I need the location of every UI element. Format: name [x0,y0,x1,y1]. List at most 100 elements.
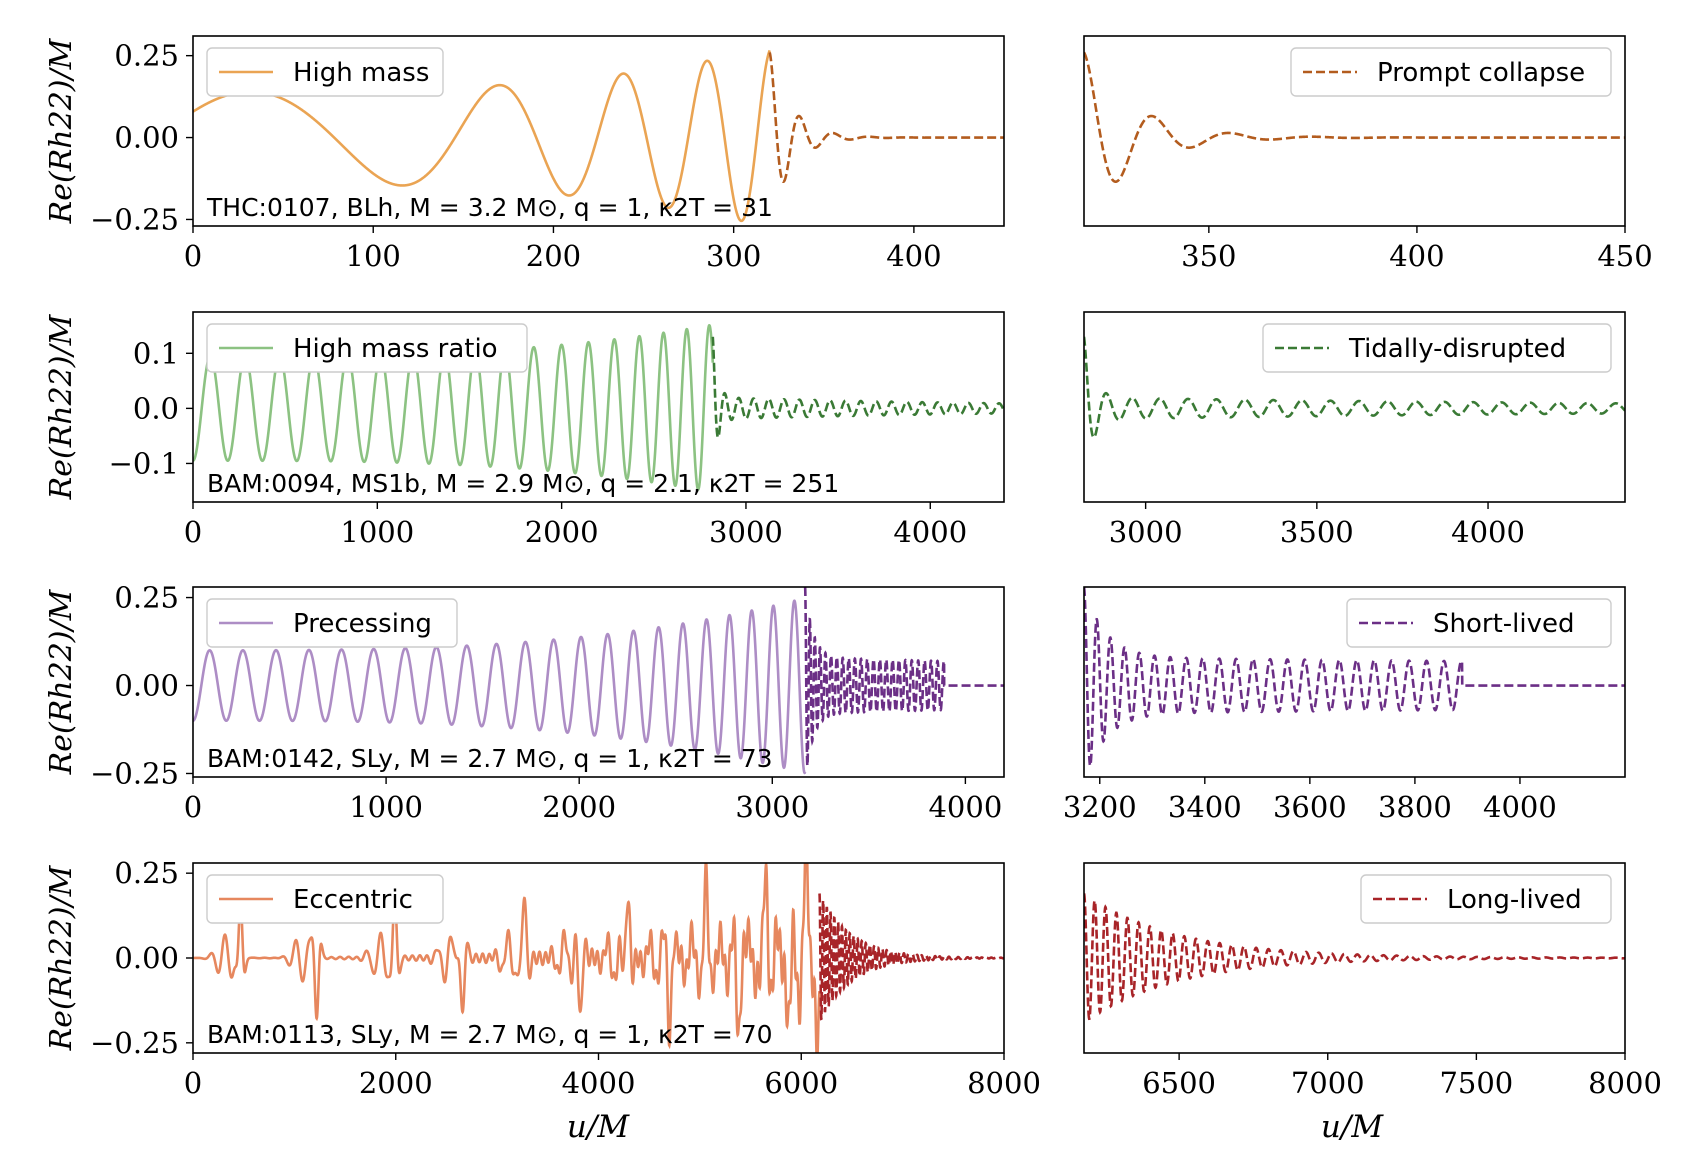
panel-row1-right-legend-label: Prompt collapse [1377,58,1585,88]
panel-row3-left-xtick-label-4: 4000 [928,790,1002,824]
panel-row3-left: 0 1000 2000 3000 4000 0.25 0.00 −0.25 Re(Rh22)/M… [44,581,1005,824]
panel-row3-right-legend-box [1346,598,1612,648]
panel-row3-left-ytick-label-1: 0.00 [114,669,179,703]
panel-row2-left-ytick-label-2: −0.1 [109,446,179,480]
panel-row1-right-legend: Prompt collapse [1290,47,1612,97]
x-axis-label-left: u/M [567,1109,630,1145]
panel-row3-right-legend-label: Short-lived [1433,609,1575,639]
panel-row4-right: 6500 7000 7500 8000 Long-lived [1083,862,1662,1100]
panel-row3-left-inspiral-series [193,599,807,775]
panel-row2-right-curves [1084,336,1625,439]
panel-row2-right-xtick-label-2: 4000 [1451,515,1525,549]
panel-row4-left-xtick-label-0: 0 [184,1066,202,1100]
panel-row4-left-xtick-label-3: 6000 [764,1066,838,1100]
panel-row3-left-xtick-label-1: 1000 [349,790,423,824]
panel-row4-left-legend-box [206,874,444,924]
panel-row3-right-legend: Short-lived [1346,598,1612,648]
panel-row2-right-frame [1083,311,1626,503]
panel-row3-left-xtick-label-2: 2000 [542,790,616,824]
panel-row2-left-xtick-label-0: 0 [184,515,202,549]
panel-row2-right: 3000 3500 4000 Tidally-disrupted [1083,311,1626,549]
panel-row1-left-ytick-label-0: 0.25 [114,39,179,73]
panel-row3-right-xtick-label-0: 3200 [1063,790,1137,824]
panel-row1-left-legend: High mass [206,47,444,97]
panel-row4-left-postmerger-series [818,893,1004,1021]
panel-row2-left: 0 1000 2000 3000 4000 0.1 0.0 −0.1 Re(Rh22)/M Hig… [44,311,1005,549]
panel-row1-left-xtick-label-2: 200 [526,239,581,273]
panel-row1-left-ytick-label-2: −0.25 [90,202,179,236]
panel-row2-left-legend-label: High mass ratio [293,334,498,364]
panel-row4-right-postmerger-series [1084,893,1625,1021]
x-axis-label-right: u/M [1321,1109,1384,1145]
panel-row3-left-legend-box [206,598,458,648]
panel-row4-left-ytick-label-2: −0.25 [90,1026,179,1060]
panel-row1-right-xtick-label-1: 400 [1389,239,1444,273]
panel-row4-left-xtick-label-1: 2000 [359,1066,433,1100]
panel-row3-left-frame [192,586,1005,778]
panel-row4-left-inspiral-series [193,863,821,1053]
panel-row2-left-frame [192,311,1005,503]
panel-row2-left-ytick-label-0: 0.1 [133,336,179,370]
panel-row2-right-legend-label: Tidally-disrupted [1348,334,1566,364]
panel-row1-left-frame [192,35,1005,227]
panel-row3-right-xtick-label-4: 4000 [1483,790,1557,824]
panel-row4-right-xtick-label-0: 6500 [1142,1066,1216,1100]
panel-row4-left-annotation: BAM:0113, SLy, M = 2.7 M⊙, q = 1, κ2T = … [207,1020,773,1049]
panel-row1-left-legend-label: High mass [293,58,429,88]
panel-row4-left-ytick-label-1: 0.00 [114,941,179,975]
panel-row2-left-ytick-label-1: 0.0 [133,391,179,425]
panel-row3-left-curves [193,587,1004,775]
panel-row3-left-legend: Precessing [206,598,458,648]
panel-row1-right-postmerger-series [1084,51,1625,184]
panel-row4-right-legend-label: Long-lived [1447,885,1582,915]
panel-row1-left-xtick-label-0: 0 [184,239,202,273]
panel-row3-right-xtick-label-1: 3400 [1168,790,1242,824]
panel-row4-right-frame [1083,862,1626,1054]
panel-row4-right-curves [1084,893,1625,1021]
panel-row3-right-postmerger-series [1084,587,1625,768]
panel-row1-left-annotation: THC:0107, BLh, M = 3.2 M⊙, q = 1, κ2T = … [206,193,773,222]
panel-row4-left-xtick-label-4: 8000 [967,1066,1041,1100]
panel-row1-left-xtick-label-3: 300 [706,239,761,273]
panel-row1-left-xtick-label-4: 400 [886,239,941,273]
panel-row2-left-annotation: BAM:0094, MS1b, M = 2.9 M⊙, q = 2.1, κ2T… [207,469,839,498]
panel-row3-left-xtick-label-0: 0 [184,790,202,824]
panel-row3-left-postmerger-series [803,587,1004,768]
panel-row4-right-legend-box [1360,874,1612,924]
panel-row4-left-legend-label: Eccentric [293,885,413,915]
panel-row4-left-curves [193,863,1004,1053]
panel-row3-left-y-axis-label: Re(Rh22)/M [44,588,79,775]
panel-row1-right-frame [1083,35,1626,227]
panel-row2-left-y-axis-label: Re(Rh22)/M [44,313,79,500]
panel-row4-right-xtick-label-1: 7000 [1291,1066,1365,1100]
panel-row1-left-legend-box [206,47,444,97]
panel-row2-right-xtick-label-1: 3500 [1280,515,1354,549]
panel-row1-left: 0 100 200 300 400 0.25 0.00 −0.25 Re(Rh22)/M High… [44,35,1005,273]
panel-row1-left-y-axis-label: Re(Rh22)/M [44,37,79,224]
panel-row1-right-curves [1084,51,1625,184]
panel-row4-left-y-axis-label: Re(Rh22)/M [44,864,79,1051]
panel-row4-left-xtick-label-2: 4000 [562,1066,636,1100]
panel-row3-left-annotation: BAM:0142, SLy, M = 2.7 M⊙, q = 1, κ2T = … [207,744,773,773]
panel-row2-right-legend-box [1262,323,1612,373]
panel-row3-right-curves [1084,587,1625,768]
panel-row3-left-ytick-label-0: 0.25 [114,581,179,615]
panel-row1-left-curves [193,49,1004,223]
panel-row3-right-xtick-label-3: 3800 [1378,790,1452,824]
panel-row2-left-xtick-label-2: 2000 [525,515,599,549]
panel-row1-left-postmerger-series [768,52,1004,184]
panel-row4-right-legend: Long-lived [1360,874,1612,924]
panel-row2-right-xtick-label-0: 3000 [1109,515,1183,549]
panel-row1-left-inspiral-series [193,49,771,223]
panel-row2-left-postmerger-series [711,336,1004,439]
panel-row2-left-xtick-label-3: 3000 [709,515,783,549]
panel-row4-left-legend: Eccentric [206,874,444,924]
panel-row2-left-legend: High mass ratio [206,323,528,373]
panel-row3-left-ytick-label-2: −0.25 [90,756,179,790]
panel-row2-right-legend: Tidally-disrupted [1262,323,1612,373]
panel-row3-right-xtick-label-2: 3600 [1273,790,1347,824]
panel-row1-right-legend-box [1290,47,1612,97]
panel-row1-right-xtick-label-2: 450 [1597,239,1652,273]
panel-row1-left-ytick-label-1: 0.00 [114,121,179,155]
